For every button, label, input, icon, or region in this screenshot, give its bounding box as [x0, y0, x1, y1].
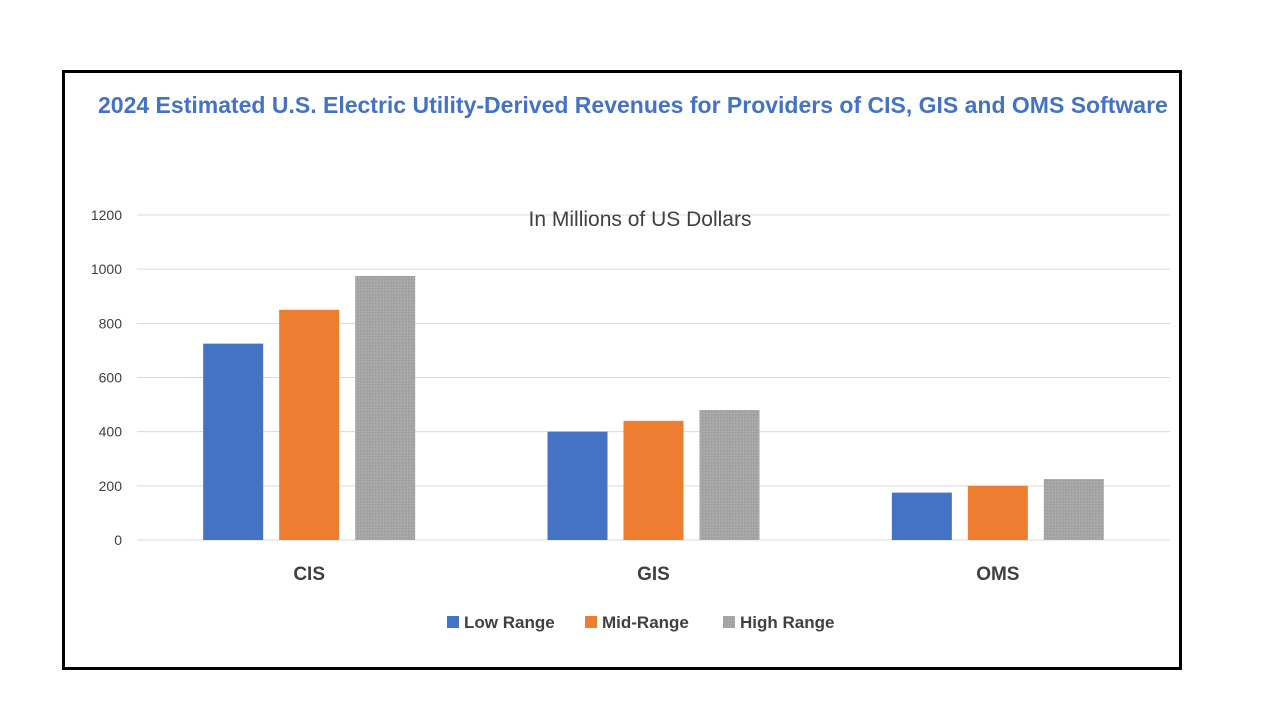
legend: Low Range Mid-Range High Range — [447, 613, 834, 632]
legend-swatch — [723, 616, 735, 628]
bar-cis-low-range — [203, 343, 264, 540]
y-tick-label: 1000 — [91, 261, 122, 277]
bars — [203, 275, 1104, 540]
legend-label: Mid-Range — [602, 613, 689, 632]
bar-gis-mid-range — [623, 420, 684, 540]
chart-title: 2024 Estimated U.S. Electric Utility-Der… — [98, 92, 1168, 118]
y-tick-label: 1200 — [91, 207, 122, 223]
bar-gis-high-range — [699, 410, 760, 540]
legend-swatch — [585, 616, 597, 628]
x-category-label: OMS — [976, 564, 1019, 585]
y-axis-ticks: 0 200 400 600 800 1000 1200 — [91, 207, 122, 548]
chart-subtitle: In Millions of US Dollars — [529, 208, 752, 231]
bar-oms-high-range — [1043, 479, 1104, 540]
bar-gis-low-range — [547, 431, 608, 540]
y-tick-label: 200 — [99, 478, 123, 494]
y-tick-label: 400 — [99, 424, 123, 440]
y-tick-label: 600 — [99, 370, 123, 386]
legend-label: Low Range — [464, 613, 555, 632]
legend-swatch — [447, 616, 459, 628]
bar-cis-mid-range — [279, 309, 340, 540]
bar-oms-low-range — [891, 492, 952, 540]
bar-cis-high-range — [355, 275, 416, 540]
x-axis-labels: CIS GIS OMS — [293, 564, 1019, 585]
x-category-label: GIS — [637, 564, 670, 585]
y-tick-label: 0 — [114, 532, 122, 548]
x-category-label: CIS — [293, 564, 325, 585]
legend-label: High Range — [740, 613, 834, 632]
bar-oms-mid-range — [967, 485, 1028, 540]
y-tick-label: 800 — [99, 315, 123, 331]
